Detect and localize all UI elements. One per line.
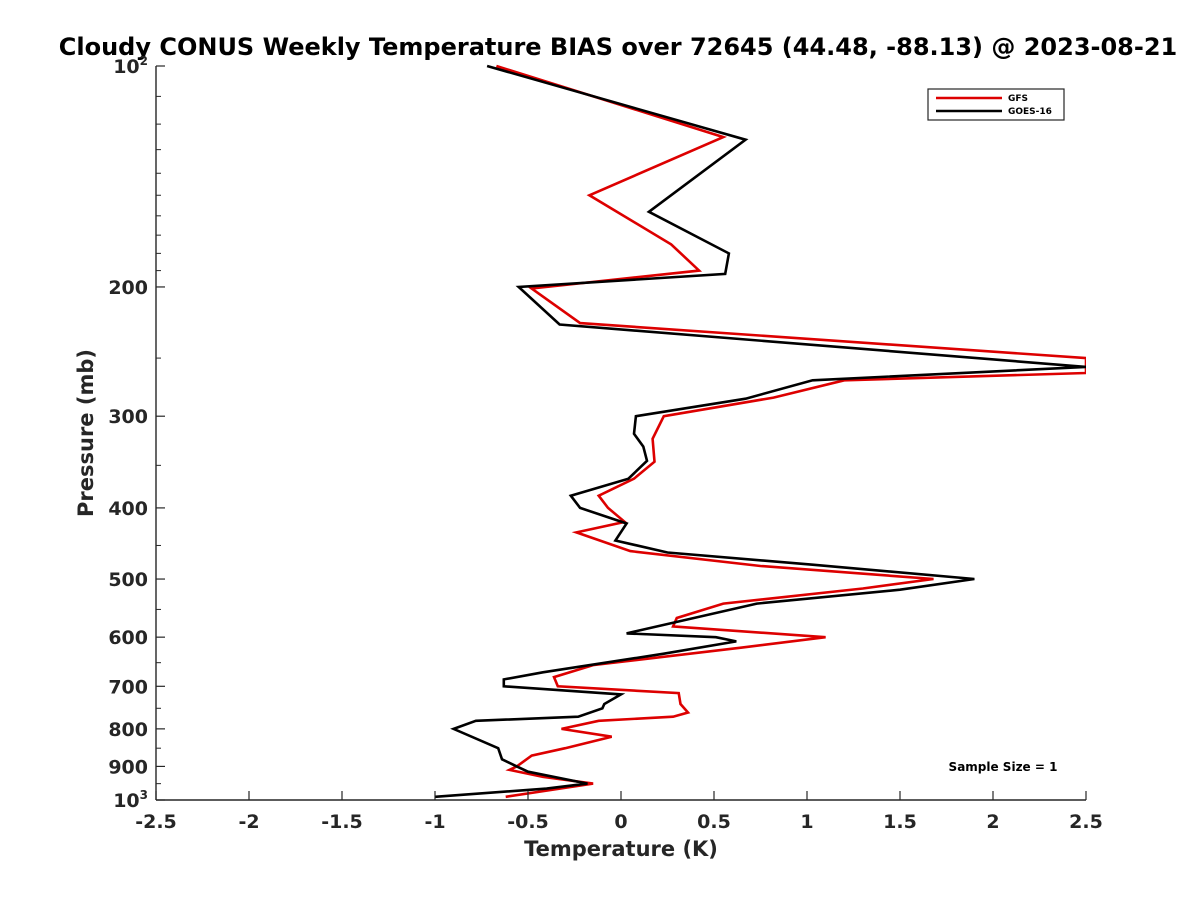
x-tick-label: 2: [986, 811, 999, 833]
x-tick-label: 0: [614, 811, 627, 833]
series-line-gfs: [496, 64, 1086, 799]
x-axis-label: Temperature (K): [524, 837, 718, 861]
x-tick-label: -2: [238, 811, 259, 833]
x-tick-label: 1: [800, 811, 813, 833]
y-axis-label: Pressure (mb): [74, 349, 98, 517]
y-axis: 102 200 300 400 500 600 700 800 900 103: [108, 54, 165, 812]
x-tick-label: -1: [424, 811, 445, 833]
x-tick-label: 2.5: [1069, 811, 1103, 833]
plot-area: [434, 64, 1086, 799]
x-tick-label: 1.5: [883, 811, 917, 833]
y-tick-label: 600: [108, 627, 148, 649]
legend-box: [927, 88, 1065, 121]
y-tick-label: 400: [108, 498, 148, 520]
sample-size-annotation: Sample Size = 1: [949, 760, 1058, 774]
legend: GFS GOES-16: [927, 88, 1065, 121]
y-tick-label: 102: [113, 54, 148, 78]
y-tick-label: 300: [108, 406, 148, 428]
y-tick-label: 500: [108, 569, 148, 591]
x-tick-label: -0.5: [507, 811, 549, 833]
y-tick-label: 800: [108, 719, 148, 741]
series-lines: [434, 64, 1086, 799]
x-tick-label: -1.5: [321, 811, 363, 833]
legend-label-gfs: GFS: [1008, 94, 1028, 104]
y-tick-label: 103: [113, 788, 148, 812]
y-tick-label: 900: [108, 756, 148, 778]
x-tick-label: 0.5: [697, 811, 731, 833]
chart-title: Cloudy CONUS Weekly Temperature BIAS ove…: [59, 33, 1177, 61]
x-axis: -2.5 -2 -1.5 -1 -0.5 0 0.5 1 1.5 2 2.5: [135, 791, 1103, 833]
legend-label-goes-16: GOES-16: [1008, 107, 1052, 117]
y-tick-label: 200: [108, 277, 148, 299]
series-line-goes-16: [434, 64, 1086, 799]
y-tick-label: 700: [108, 676, 148, 698]
x-tick-label: -2.5: [135, 811, 177, 833]
